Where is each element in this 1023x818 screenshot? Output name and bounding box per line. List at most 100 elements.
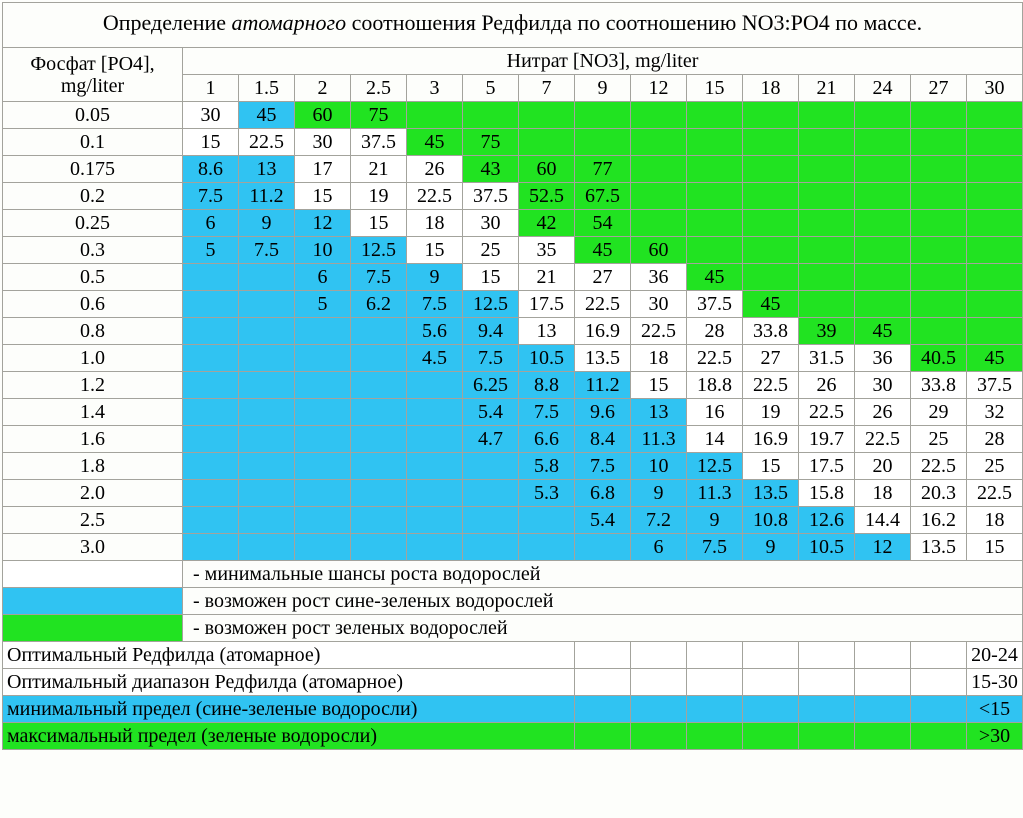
cell-13-5 [463,453,519,480]
cell-1-7 [575,129,631,156]
cell-8-5: 9.4 [463,318,519,345]
cell-15-4 [407,507,463,534]
cell-11-14: 32 [967,399,1023,426]
cell-14-10: 13.5 [743,480,799,507]
cell-12-11: 19.7 [799,426,855,453]
cell-11-5: 5.4 [463,399,519,426]
cell-1-2: 30 [295,129,351,156]
footer-empty-0-6 [911,642,967,669]
cell-0-5 [463,102,519,129]
data-row-12: 1.64.76.68.411.31416.919.722.52528 [3,426,1023,453]
legend-swatch-2 [3,615,183,642]
cell-1-14 [967,129,1023,156]
cell-0-7 [575,102,631,129]
cell-15-9: 9 [687,507,743,534]
cell-5-1: 7.5 [239,237,295,264]
cell-2-13 [911,156,967,183]
cell-4-9 [687,210,743,237]
row-label-16: 3.0 [3,534,183,561]
row-header: Фосфат [PO4],mg/liter [3,48,183,102]
cell-6-2: 6 [295,264,351,291]
cell-16-11: 10.5 [799,534,855,561]
cell-15-0 [183,507,239,534]
cell-7-4: 7.5 [407,291,463,318]
data-row-4: 0.2569121518304254 [3,210,1023,237]
footer-empty-0-3 [743,642,799,669]
cell-6-11 [799,264,855,291]
cell-3-2: 15 [295,183,351,210]
data-row-3: 0.27.511.2151922.537.552.567.5 [3,183,1023,210]
cell-4-8 [631,210,687,237]
legend-row-0: - минимальные шансы роста водорослей [3,561,1023,588]
cell-0-9 [687,102,743,129]
cell-16-13: 13.5 [911,534,967,561]
redfield-table: Определение атомарного соотношения Редфи… [2,2,1023,750]
cell-6-12 [855,264,911,291]
footer-row-0: Оптимальный Редфилда (атомарное)20-24 [3,642,1023,669]
cell-9-7: 13.5 [575,345,631,372]
cell-11-6: 7.5 [519,399,575,426]
data-row-13: 1.85.87.51012.51517.52022.525 [3,453,1023,480]
cell-12-4 [407,426,463,453]
cell-12-0 [183,426,239,453]
footer-empty-2-3 [743,696,799,723]
cell-12-14: 28 [967,426,1023,453]
cell-9-0 [183,345,239,372]
cell-6-7: 27 [575,264,631,291]
cell-3-6: 52.5 [519,183,575,210]
footer-empty-1-4 [799,669,855,696]
footer-empty-1-1 [631,669,687,696]
cell-16-5 [463,534,519,561]
data-row-8: 0.85.69.41316.922.52833.83945 [3,318,1023,345]
cell-15-11: 12.6 [799,507,855,534]
cell-16-1 [239,534,295,561]
footer-empty-1-0 [575,669,631,696]
cell-14-5 [463,480,519,507]
cell-5-9 [687,237,743,264]
cell-0-10 [743,102,799,129]
cell-10-10: 22.5 [743,372,799,399]
cell-9-11: 31.5 [799,345,855,372]
cell-1-9 [687,129,743,156]
col-5: 5 [463,75,519,102]
cell-16-12: 12 [855,534,911,561]
cell-3-1: 11.2 [239,183,295,210]
cell-11-3 [351,399,407,426]
cell-11-4 [407,399,463,426]
cell-8-1 [239,318,295,345]
data-row-9: 1.04.57.510.513.51822.52731.53640.545 [3,345,1023,372]
cell-15-7: 5.4 [575,507,631,534]
cell-2-1: 13 [239,156,295,183]
cell-7-2: 5 [295,291,351,318]
cell-12-9: 14 [687,426,743,453]
cell-13-8: 10 [631,453,687,480]
col-3: 2.5 [351,75,407,102]
cell-0-13 [911,102,967,129]
cell-0-4 [407,102,463,129]
cell-2-9 [687,156,743,183]
cell-0-14 [967,102,1023,129]
footer-empty-0-5 [855,642,911,669]
cell-3-14 [967,183,1023,210]
cell-14-7: 6.8 [575,480,631,507]
cell-4-6: 42 [519,210,575,237]
legend-text-1: - возможен рост сине-зеленых водорослей [183,588,1023,615]
cell-0-6 [519,102,575,129]
col-4: 3 [407,75,463,102]
cell-14-9: 11.3 [687,480,743,507]
data-row-7: 0.656.27.512.517.522.53037.545 [3,291,1023,318]
cell-2-7: 77 [575,156,631,183]
cell-4-11 [799,210,855,237]
cell-15-8: 7.2 [631,507,687,534]
cell-8-13 [911,318,967,345]
cell-13-1 [239,453,295,480]
cell-15-3 [351,507,407,534]
cell-0-11 [799,102,855,129]
cell-5-4: 15 [407,237,463,264]
cell-1-8 [631,129,687,156]
cell-7-0 [183,291,239,318]
footer-empty-3-1 [631,723,687,750]
cell-8-14 [967,318,1023,345]
data-row-15: 2.55.47.2910.812.614.416.218 [3,507,1023,534]
col-14: 30 [967,75,1023,102]
